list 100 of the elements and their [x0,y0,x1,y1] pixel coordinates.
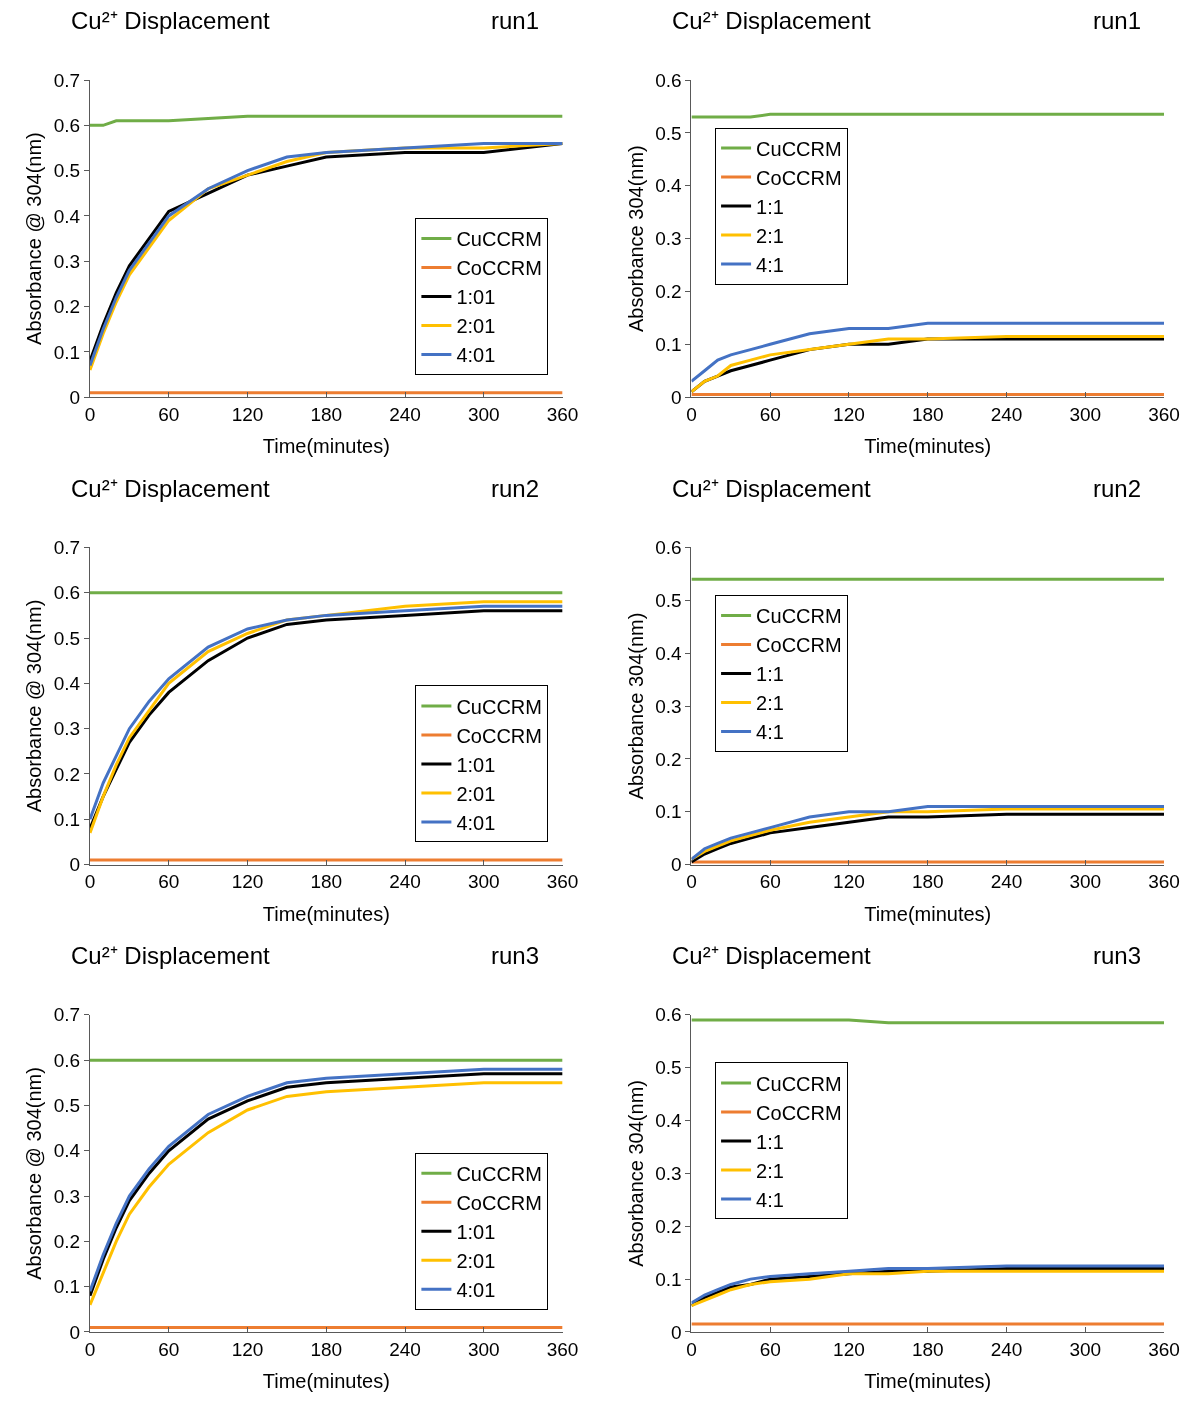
y-tick-label: 0 [671,386,682,408]
x-tick-label: 60 [759,403,781,425]
y-tick-label: 0.2 [655,748,682,770]
x-axis-title: Time(minutes) [262,902,390,925]
x-tick-label: 360 [1148,1338,1180,1360]
x-tick-label: 0 [84,1338,96,1360]
x-tick-label: 60 [158,403,180,425]
legend-label: CoCCRM [456,724,542,747]
y-tick-label: 0.2 [53,763,81,785]
x-tick-label: 180 [911,403,944,425]
legend-label: 4:01 [456,344,496,367]
y-tick-label: 0.2 [53,1231,81,1253]
x-tick-label: 240 [990,871,1023,893]
y-tick-label: 0.1 [655,333,682,355]
legend-label: 2:1 [756,224,784,247]
legend-label: 4:1 [756,721,784,744]
y-tick-label: 0.3 [655,228,682,250]
x-tick-label: 120 [231,1338,264,1360]
legend-label: CuCCRM [456,228,542,251]
legend-label: 2:01 [456,782,496,805]
y-tick-label: 0.6 [655,69,682,91]
x-tick-label: 240 [990,403,1023,425]
y-tick-label: 0.3 [655,695,682,717]
y-tick-label: 0.7 [53,69,81,91]
y-tick-label: 0 [69,1321,81,1343]
chart-title: Cu²⁺ Displacement [672,7,872,34]
legend-label: CoCCRM [456,1192,542,1215]
chart-subtitle: run1 [491,7,540,34]
y-tick-label: 0.4 [655,642,683,664]
x-tick-label: 300 [467,403,500,425]
y-tick-label: 0 [671,854,682,876]
y-tick-label: 0.2 [655,281,682,303]
x-tick-label: 180 [310,1338,343,1360]
y-tick-label: 0.5 [53,627,81,649]
x-tick-label: 0 [84,871,96,893]
x-tick-label: 300 [467,1338,500,1360]
legend-label: CoCCRM [756,634,842,657]
y-tick-label: 0.6 [53,582,81,604]
y-tick-label: 0.7 [53,537,81,559]
x-tick-label: 0 [686,871,697,893]
chart-subtitle: run2 [1093,475,1142,502]
y-tick-label: 0.6 [655,1004,682,1026]
x-tick-label: 0 [686,1338,697,1360]
y-axis-title: Absorbance @ 304(nm) [23,132,46,345]
legend-label: CuCCRM [456,1163,542,1186]
y-tick-label: 0.1 [53,341,81,363]
x-tick-label: 120 [833,871,865,893]
x-tick-label: 240 [389,1338,421,1360]
legend-label: 4:1 [756,253,784,276]
x-tick-label: 300 [1069,403,1102,425]
x-tick-label: 240 [990,1338,1023,1360]
legend-label: CuCCRM [456,695,542,718]
y-axis-title: Absorbance @ 304(nm) [23,599,46,813]
legend-label: 2:1 [756,692,784,715]
y-tick-label: 0.4 [655,175,683,197]
x-tick-label: 0 [686,403,697,425]
y-tick-label: 0.6 [53,114,81,136]
y-tick-label: 0.5 [655,589,682,611]
legend-label: CuCCRM [756,605,842,628]
y-tick-label: 0.3 [53,250,81,272]
y-tick-label: 0.3 [53,718,81,740]
y-tick-label: 0.5 [655,1057,682,1079]
chart-title: Cu²⁺ Displacement [672,942,872,969]
legend-label: 1:1 [756,195,784,218]
y-tick-label: 0.5 [53,1095,81,1117]
chart-title: Cu²⁺ Displacement [71,942,271,969]
x-tick-label: 360 [546,403,579,425]
x-tick-label: 60 [158,1338,180,1360]
x-tick-label: 60 [759,1338,781,1360]
y-tick-label: 0.2 [655,1215,682,1237]
x-tick-label: 240 [389,403,421,425]
x-axis-title: Time(minutes) [262,1370,390,1393]
y-tick-label: 0.6 [53,1049,81,1071]
legend-label: CoCCRM [756,166,842,189]
line-series [691,321,1164,383]
legend-label: CuCCRM [756,1072,842,1095]
y-axis-title: Absorbance @ 304(nm) [23,1067,46,1280]
x-tick-label: 300 [467,871,500,893]
y-tick-label: 0.1 [655,1268,682,1290]
y-tick-label: 0.4 [53,672,81,694]
x-tick-label: 60 [158,871,180,893]
chart-title: Cu²⁺ Displacement [71,475,271,502]
legend-label: 1:01 [456,286,496,309]
x-tick-label: 120 [833,403,865,425]
chart-title: Cu²⁺ Displacement [71,7,271,34]
legend-label: 4:01 [456,811,496,834]
y-axis-title: Absorbance 304(nm) [624,1080,647,1267]
chart-subtitle: run1 [1093,7,1142,34]
y-tick-label: 0 [69,386,81,408]
x-tick-label: 300 [1069,1338,1102,1360]
legend-label: 1:1 [756,1130,784,1153]
y-tick-label: 0 [69,854,81,876]
legend-label: CuCCRM [756,137,842,160]
legend-label: CoCCRM [756,1101,842,1124]
y-tick-label: 0.4 [53,205,81,227]
y-tick-label: 0.5 [53,160,81,182]
x-tick-label: 240 [389,871,421,893]
y-axis-title: Absorbance 304(nm) [624,612,647,800]
x-axis-title: Time(minutes) [262,435,390,458]
y-tick-label: 0.4 [655,1110,683,1132]
